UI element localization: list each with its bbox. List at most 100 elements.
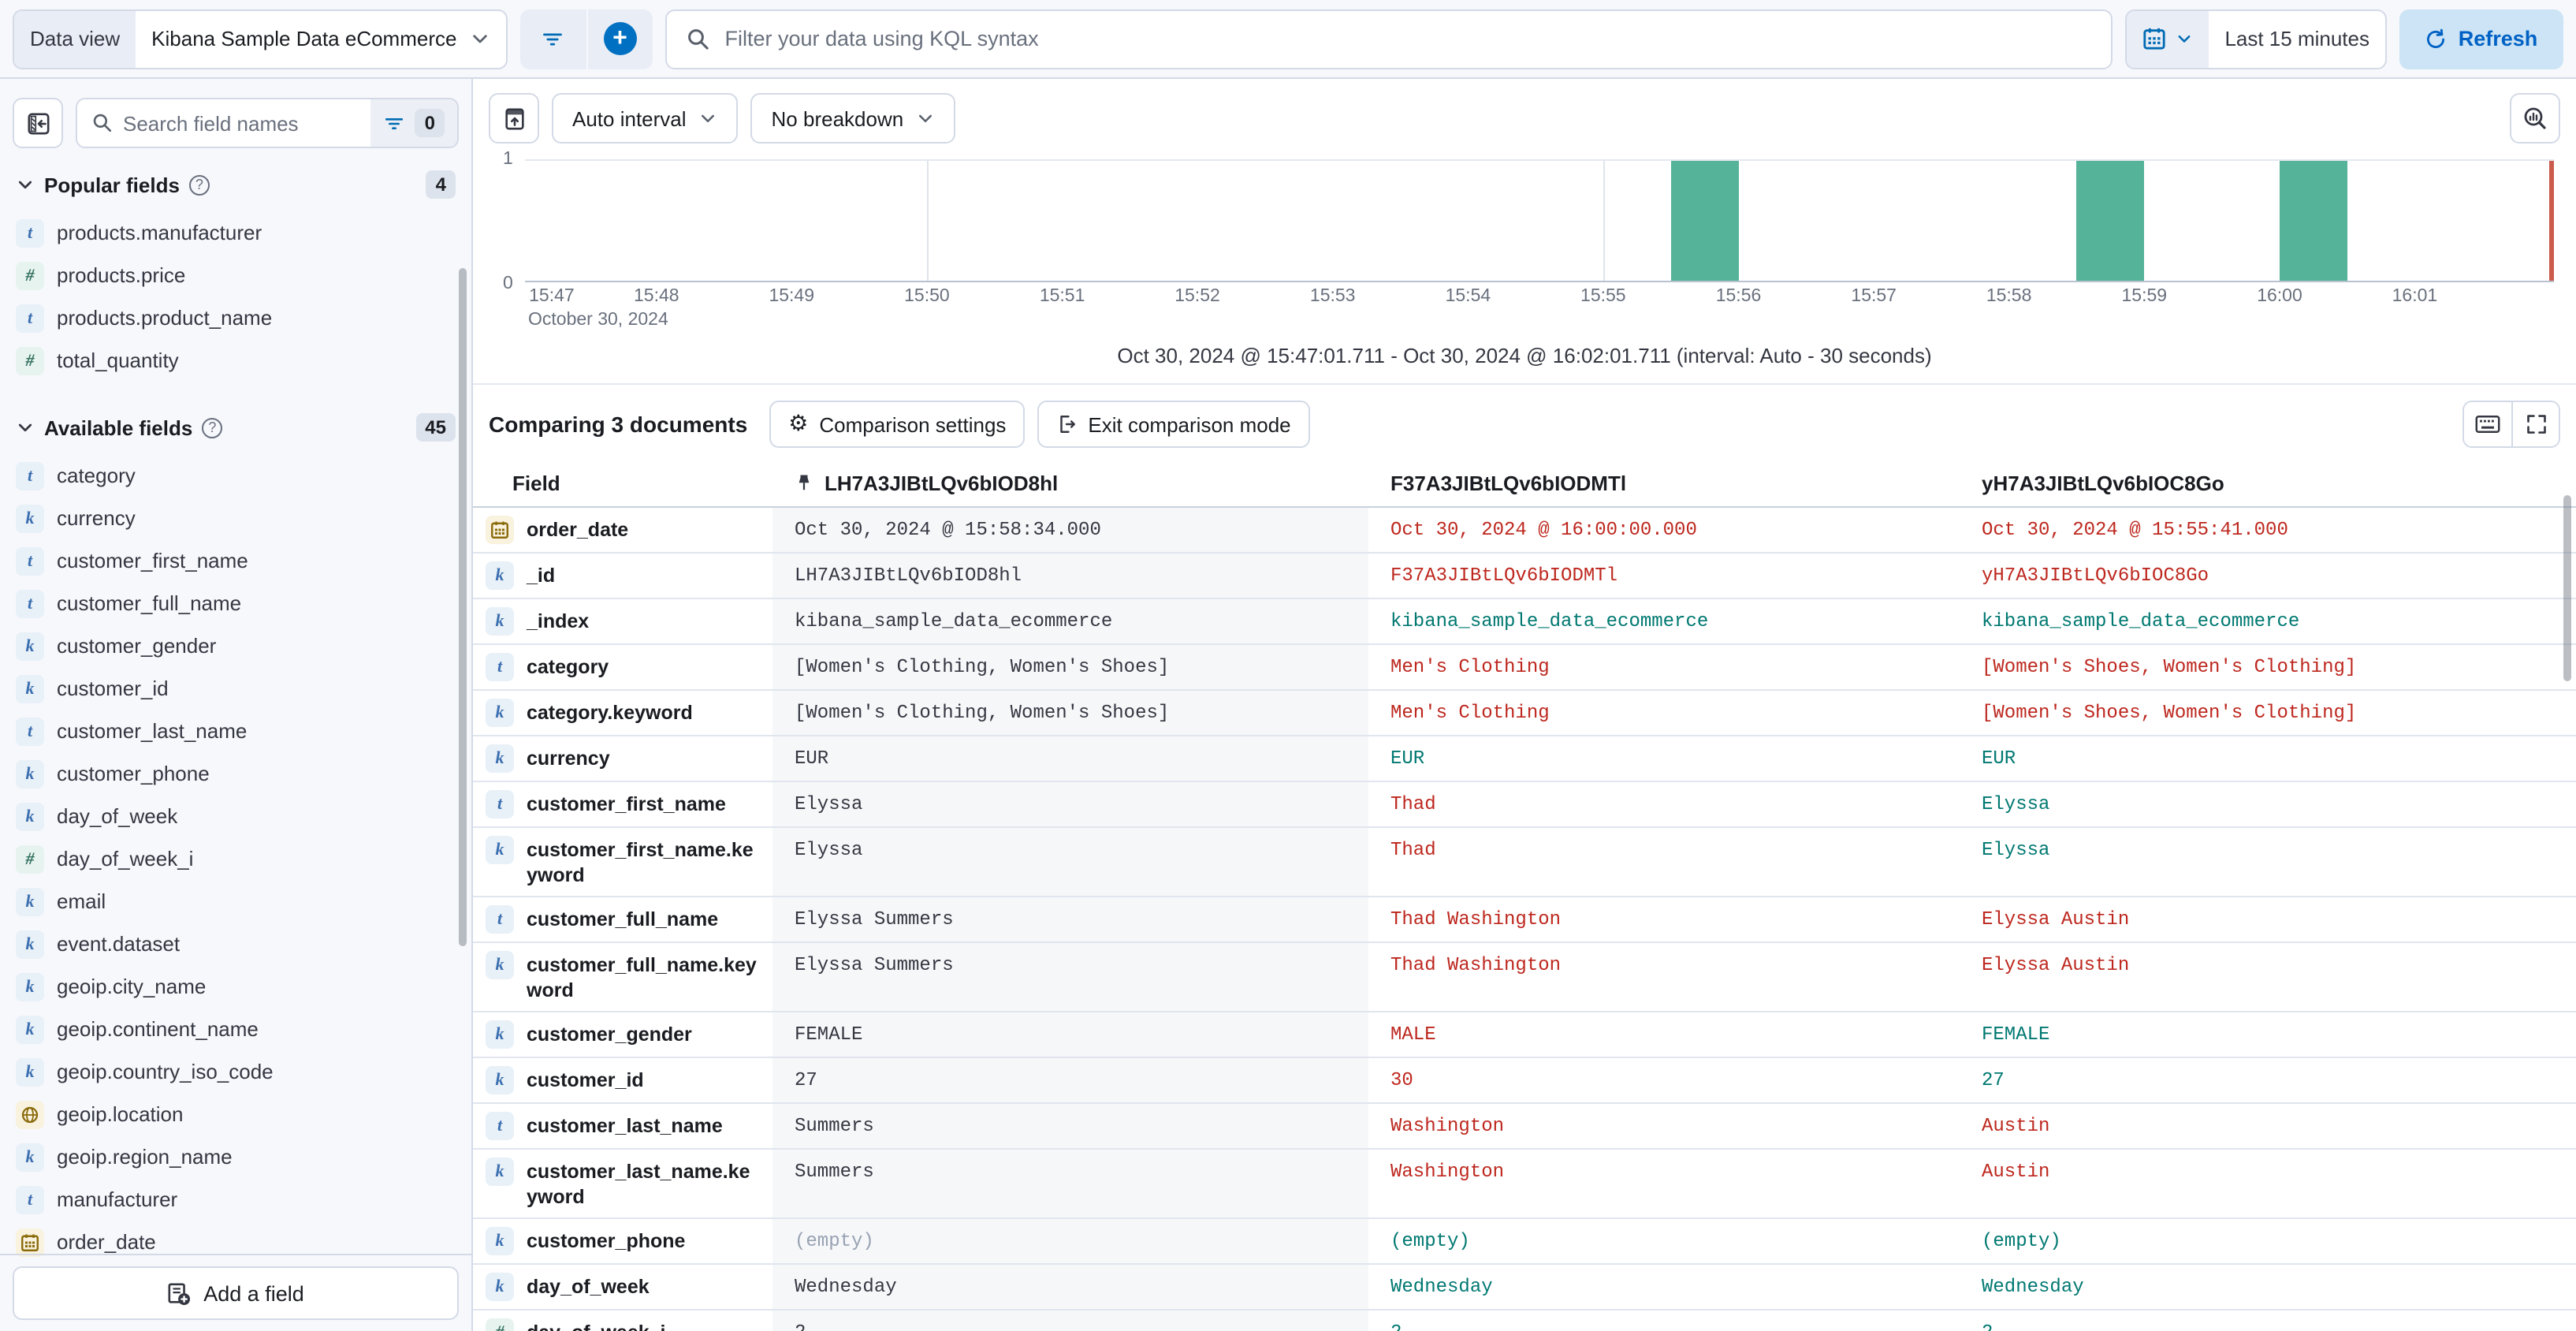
- hide-chart-button[interactable]: [489, 93, 539, 144]
- field-name: customer_full_name: [527, 908, 719, 930]
- refresh-button[interactable]: Refresh: [2399, 9, 2563, 69]
- field-list-item-manufacturer[interactable]: t manufacturer: [0, 1178, 471, 1221]
- field-cell[interactable]: t customer_first_name: [473, 782, 772, 826]
- available-fields-header[interactable]: Available fields? 45: [0, 412, 471, 442]
- collapse-sidebar-button[interactable]: [13, 98, 63, 148]
- field-list-item-customer_phone[interactable]: k customer_phone: [0, 752, 471, 795]
- value-cell: Elyssa: [1982, 839, 2050, 861]
- value-cell-pinned: Wednesday: [772, 1265, 1368, 1309]
- field-search-input[interactable]: [123, 111, 371, 135]
- comparison-title: Comparing 3 documents: [489, 412, 748, 437]
- field-cell[interactable]: k currency: [473, 736, 772, 781]
- interval-select[interactable]: Auto interval: [552, 93, 739, 144]
- field-list-item-order_date[interactable]: order_date: [0, 1221, 471, 1263]
- field-cell[interactable]: t category: [473, 645, 772, 689]
- add-filter-button[interactable]: +: [586, 9, 652, 69]
- histogram-bar[interactable]: [2076, 161, 2145, 281]
- time-range-value[interactable]: Last 15 minutes: [2224, 27, 2369, 50]
- field-cell[interactable]: k _index: [473, 599, 772, 643]
- field-search[interactable]: 0: [76, 98, 459, 148]
- field-list-item-customer_id[interactable]: k customer_id: [0, 667, 471, 710]
- field-filters-button[interactable]: 0: [370, 99, 457, 147]
- histogram-bar[interactable]: [2279, 161, 2347, 281]
- field-list-item-day_of_week[interactable]: k day_of_week: [0, 795, 471, 837]
- calendar-icon: [2143, 28, 2166, 50]
- field-cell[interactable]: k customer_phone: [473, 1219, 772, 1263]
- doc-column-header[interactable]: yH7A3JIBtLQv6bIOC8Go: [1982, 472, 2224, 495]
- field-list-item-products.price[interactable]: # products.price: [0, 254, 471, 296]
- time-picker-calendar-button[interactable]: [2127, 10, 2209, 67]
- field-name: geoip.continent_name: [57, 1017, 259, 1041]
- histogram-chart[interactable]: 1 0: [503, 150, 2554, 293]
- field-list-item-geoip.country_iso_code[interactable]: k geoip.country_iso_code: [0, 1050, 471, 1093]
- field-list-item-currency[interactable]: k currency: [0, 497, 471, 539]
- value-cell: Thad: [1390, 839, 1436, 861]
- add-field-button[interactable]: Add a field: [13, 1266, 459, 1320]
- value-cell-pinned: 2: [772, 1310, 1368, 1331]
- kql-query-input[interactable]: [724, 27, 2093, 50]
- comparison-settings-button[interactable]: ⚙ Comparison settings: [769, 401, 1026, 448]
- field-list-item-customer_full_name[interactable]: t customer_full_name: [0, 582, 471, 624]
- doc-column-header-pinned[interactable]: LH7A3JIBtLQv6bIOD8hl: [772, 460, 1368, 506]
- geo-point-field-icon: [16, 1100, 44, 1128]
- field-list-item-products.product_name[interactable]: t products.product_name: [0, 296, 471, 339]
- x-axis-tick: 15:51: [1039, 287, 1085, 306]
- field-list-item-day_of_week_i[interactable]: # day_of_week_i: [0, 837, 471, 880]
- field-list-item-customer_gender[interactable]: k customer_gender: [0, 624, 471, 667]
- x-axis-tick: 15:53: [1309, 287, 1356, 306]
- field-cell[interactable]: k _id: [473, 554, 772, 598]
- field-name: currency: [527, 748, 610, 770]
- chevron-down-icon: [18, 181, 32, 189]
- field-name: geoip.country_iso_code: [57, 1060, 274, 1083]
- field-cell[interactable]: order_date: [473, 508, 772, 552]
- field-list-item-category[interactable]: t category: [0, 454, 471, 497]
- field-cell[interactable]: k customer_first_name.keyword: [473, 828, 772, 896]
- field-cell[interactable]: k category.keyword: [473, 691, 772, 735]
- keyboard-shortcuts-button[interactable]: [2464, 402, 2511, 446]
- field-cell[interactable]: k customer_full_name.keyword: [473, 943, 772, 1011]
- field-name: _id: [527, 565, 556, 587]
- field-cell[interactable]: k customer_last_name.keyword: [473, 1150, 772, 1217]
- field-list-item-geoip.continent_name[interactable]: k geoip.continent_name: [0, 1008, 471, 1050]
- field-cell[interactable]: t customer_full_name: [473, 897, 772, 941]
- field-list-item-total_quantity[interactable]: # total_quantity: [0, 339, 471, 382]
- x-axis-tick: 15:57: [1851, 287, 1897, 306]
- field-name: _index: [527, 610, 590, 632]
- value-cell: (empty): [1982, 1230, 2061, 1252]
- field-list-item-email[interactable]: k email: [0, 880, 471, 923]
- value-cell: yH7A3JIBtLQv6bIOC8Go: [1982, 565, 2209, 587]
- field-list-item-event.dataset[interactable]: k event.dataset: [0, 923, 471, 965]
- field-cell[interactable]: # day_of_week_i: [473, 1310, 772, 1331]
- field-list-item-products.manufacturer[interactable]: t products.manufacturer: [0, 211, 471, 254]
- breakdown-select[interactable]: No breakdown: [750, 93, 956, 144]
- edit-visualization-button[interactable]: [2510, 93, 2560, 144]
- available-fields-count-badge: 45: [415, 412, 456, 442]
- fullscreen-button[interactable]: [2511, 402, 2559, 446]
- value-cell-pinned: FEMALE: [772, 1012, 1368, 1057]
- value-cell: Wednesday: [1390, 1276, 1493, 1298]
- table-scrollbar[interactable]: [2563, 495, 2571, 681]
- field-list-item-geoip.location[interactable]: geoip.location: [0, 1093, 471, 1135]
- histogram-bar[interactable]: [1670, 161, 1739, 281]
- field-list-item-geoip.region_name[interactable]: k geoip.region_name: [0, 1135, 471, 1178]
- date-field-icon: [16, 1228, 44, 1256]
- doc-column-header[interactable]: F37A3JIBtLQv6bIODMTl: [1390, 472, 1627, 495]
- data-view-picker[interactable]: Data view Kibana Sample Data eCommerce: [13, 9, 508, 69]
- field-name: customer_first_name.keyword: [527, 839, 754, 886]
- x-axis-date-label: October 30, 2024: [528, 311, 668, 330]
- field-list-item-customer_first_name[interactable]: t customer_first_name: [0, 539, 471, 582]
- number-field-icon: #: [16, 844, 44, 873]
- table-row: t customer_full_name Elyssa Summers Thad Wa…: [473, 897, 2576, 943]
- field-cell[interactable]: k customer_gender: [473, 1012, 772, 1057]
- popular-fields-header[interactable]: Popular fields? 4: [0, 170, 471, 199]
- field-list-item-geoip.city_name[interactable]: k geoip.city_name: [0, 965, 471, 1008]
- field-cell[interactable]: k customer_id: [473, 1058, 772, 1102]
- field-cell[interactable]: t customer_last_name: [473, 1104, 772, 1148]
- field-list-item-customer_last_name[interactable]: t customer_last_name: [0, 710, 471, 752]
- sidebar-scrollbar[interactable]: [459, 268, 467, 946]
- field-cell[interactable]: k day_of_week: [473, 1265, 772, 1309]
- data-view-value[interactable]: Kibana Sample Data eCommerce: [136, 10, 505, 67]
- kql-query-bar[interactable]: [664, 9, 2113, 69]
- filters-button[interactable]: [519, 9, 586, 69]
- exit-comparison-button[interactable]: Exit comparison mode: [1037, 401, 1310, 448]
